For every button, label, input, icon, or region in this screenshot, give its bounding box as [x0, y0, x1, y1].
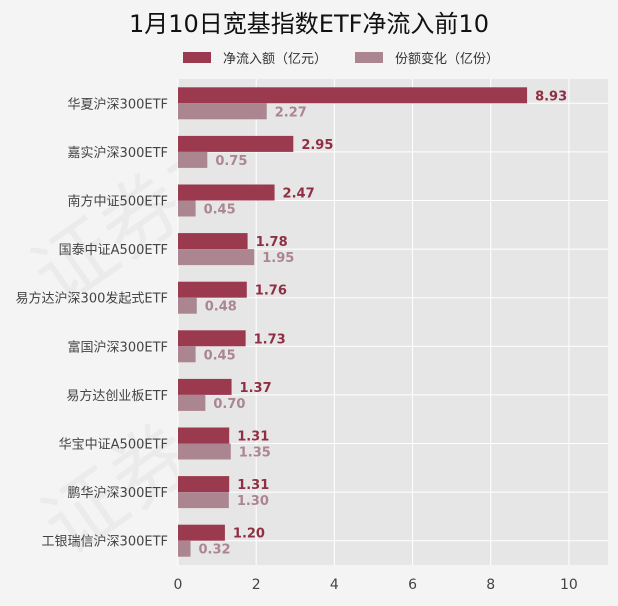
y-tick-label: 华夏沪深300ETF — [68, 96, 168, 112]
legend-item-series2: 份额变化（亿份） — [355, 48, 499, 67]
bar-series2 — [178, 540, 191, 557]
data-label-series1: 1.76 — [255, 284, 287, 299]
x-tick-label: 6 — [408, 577, 417, 593]
data-label-series2: 0.70 — [213, 397, 245, 412]
data-label-series2: 0.45 — [204, 203, 236, 218]
data-label-series2: 2.27 — [275, 105, 307, 120]
bar-series1 — [178, 87, 528, 104]
y-tick-label: 嘉实沪深300ETF — [68, 145, 168, 161]
legend-label-series1: 净流入额（亿元） — [223, 52, 328, 67]
bar-series2 — [178, 492, 229, 509]
bar-series1 — [178, 281, 247, 298]
bar-series1 — [178, 378, 232, 395]
data-label-series2: 0.48 — [205, 300, 237, 315]
bar-series2 — [178, 151, 208, 168]
data-label-series1: 1.20 — [233, 527, 265, 542]
x-tick-label: 8 — [486, 577, 495, 593]
data-label-series1: 1.31 — [237, 478, 269, 493]
bar-series2 — [178, 297, 197, 314]
x-tick-label: 0 — [174, 577, 183, 593]
x-tick-label: 2 — [252, 577, 261, 593]
data-label-series2: 1.30 — [237, 494, 269, 509]
data-label-series1: 1.73 — [254, 332, 286, 347]
data-label-series2: 0.45 — [204, 348, 236, 363]
data-label-series1: 8.93 — [535, 89, 567, 104]
bar-series1 — [178, 524, 225, 541]
y-tick-label: 华宝中证A500ETF — [59, 438, 168, 453]
y-tick-label: 南方中证500ETF — [68, 194, 168, 210]
data-label-series2: 0.32 — [199, 543, 231, 558]
data-label-series2: 1.95 — [262, 251, 294, 266]
data-label-series2: 0.75 — [215, 154, 247, 169]
legend-item-series1: 净流入额（亿元） — [183, 48, 327, 67]
data-label-series1: 1.37 — [240, 381, 272, 396]
x-tick-label: 10 — [560, 577, 578, 593]
chart-title: 1月10日宽基指数ETF净流入前10 — [129, 10, 489, 38]
y-tick-label: 易方达沪深300发起式ETF — [16, 291, 168, 307]
legend-label-series2: 份额变化（亿份） — [395, 52, 500, 67]
y-tick-label: 工银瑞信沪深300ETF — [42, 534, 168, 550]
bar-series1 — [178, 427, 230, 444]
y-tick-label: 国泰中证A500ETF — [59, 243, 168, 258]
bar-series1 — [178, 330, 246, 347]
data-label-series2: 1.35 — [239, 446, 271, 461]
bar-series1 — [178, 135, 294, 152]
data-label-series1: 2.47 — [283, 187, 315, 202]
bar-series1 — [178, 476, 230, 493]
legend-swatch-series2 — [355, 52, 384, 63]
y-tick-label: 鹏华沪深300ETF — [68, 485, 168, 501]
plot-area — [178, 79, 608, 565]
legend: 净流入额（亿元） 份额变化（亿份） — [183, 48, 527, 67]
bar-series2 — [178, 200, 196, 217]
y-tick-label: 富国沪深300ETF — [68, 339, 168, 355]
bar-series2 — [178, 346, 196, 363]
bar-series1 — [178, 233, 248, 250]
bar-series2 — [178, 249, 255, 266]
bar-series2 — [178, 103, 267, 120]
bar-series2 — [178, 394, 206, 411]
data-label-series1: 1.31 — [237, 430, 269, 445]
x-tick-label: 4 — [330, 577, 339, 593]
data-label-series1: 2.95 — [301, 138, 333, 153]
bar-series2 — [178, 443, 231, 460]
y-tick-label: 易方达创业板ETF — [66, 388, 168, 404]
data-label-series1: 1.78 — [256, 235, 288, 250]
bar-series1 — [178, 184, 275, 201]
legend-swatch-series1 — [183, 52, 211, 63]
